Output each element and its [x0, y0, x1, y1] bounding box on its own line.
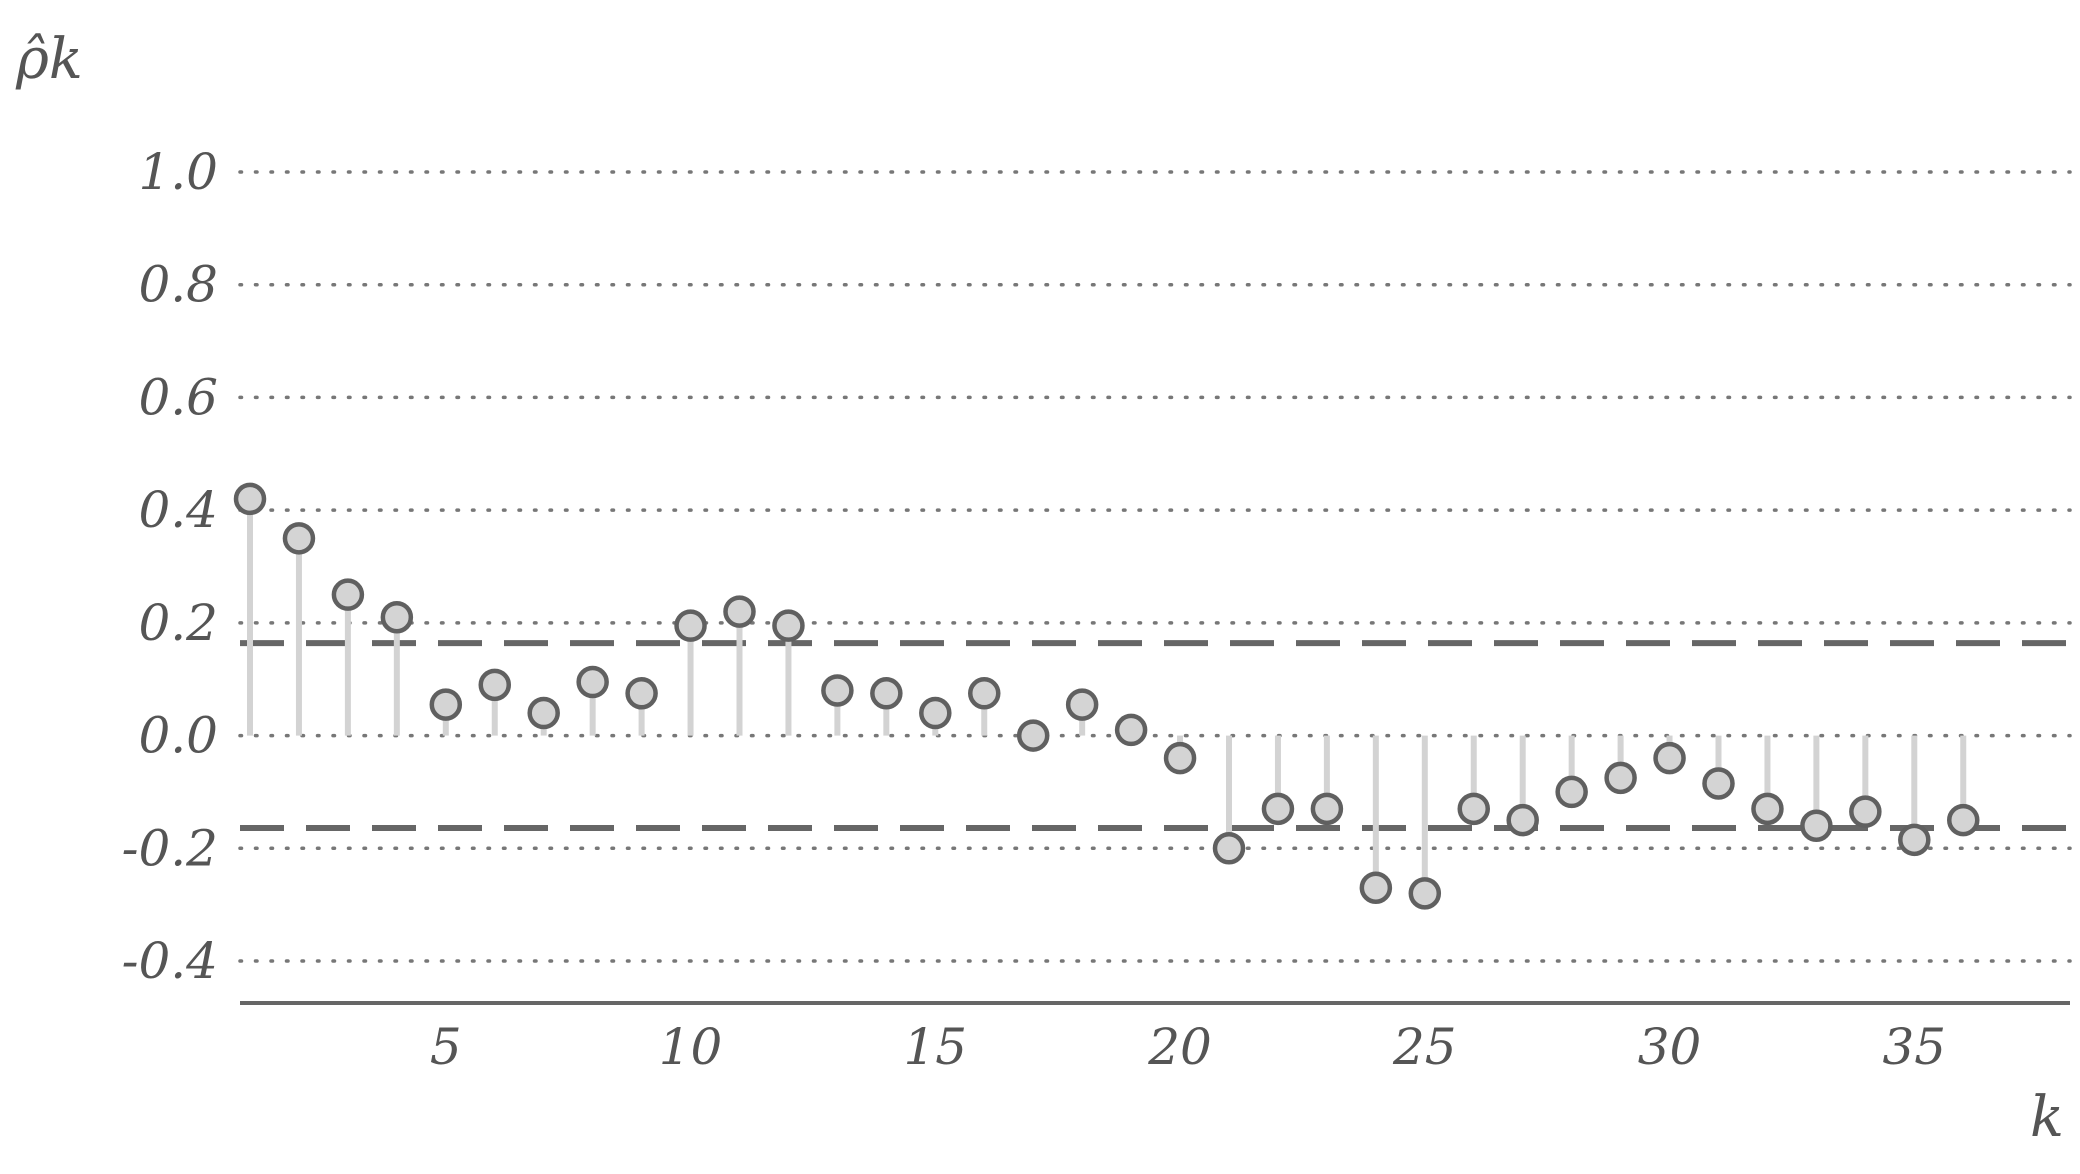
confidence-band-layer: [240, 640, 2070, 831]
x-tick-label: 20: [1147, 1018, 1212, 1076]
x-tick-label: 35: [1882, 1018, 1946, 1076]
x-tick-label: 5: [430, 1018, 462, 1076]
y-tick-label: 0.8: [138, 256, 218, 314]
acf-point: [919, 696, 952, 730]
x-axis-title: k: [2030, 1085, 2064, 1150]
acf-point: [1310, 792, 1344, 826]
acf-point: [576, 665, 609, 699]
acf-point: [380, 600, 414, 634]
y-tick-label: 0.4: [138, 481, 218, 539]
acf-point: [478, 668, 511, 702]
acf-point: [1849, 795, 1882, 828]
acf-point: [1555, 775, 1588, 809]
x-tick-label: 30: [1638, 1018, 1702, 1076]
acf-point: [1506, 803, 1539, 837]
y-axis-title: ρ̂k: [15, 27, 83, 92]
point-layer: [233, 482, 1980, 910]
acf-point: [625, 677, 658, 710]
y-tick-label: -0.4: [122, 932, 218, 990]
acf-point: [968, 677, 1001, 710]
grid-layer: [238, 170, 2072, 963]
y-tick-label: 0.0: [138, 707, 218, 765]
acf-point: [723, 595, 756, 628]
acf-point: [331, 578, 365, 611]
acf-point: [1653, 741, 1686, 775]
acf-point: [1800, 809, 1833, 842]
acf-point: [282, 522, 316, 555]
acf-point: [1163, 741, 1197, 775]
acf-point: [1065, 688, 1099, 721]
acf-point: [1212, 832, 1246, 865]
acf-point: [233, 482, 267, 516]
acf-point: [870, 677, 903, 710]
acf-point: [821, 674, 854, 707]
x-tick-label: 25: [1392, 1018, 1457, 1076]
acf-point: [772, 609, 805, 642]
acf-point: [1457, 792, 1490, 826]
label-layer: 1.0 0.8 0.6 0.4 0.2 0.0 -0.2 -0.4 5 10 15 20 25 30 35 ρ…: [15, 27, 2064, 1150]
acf-point: [1359, 871, 1393, 904]
y-tick-label: 1.0: [138, 143, 218, 201]
acf-point: [527, 696, 560, 730]
y-tick-label: 0.2: [138, 594, 218, 652]
acf-point: [1016, 719, 1050, 752]
y-tick-label: -0.2: [122, 819, 218, 877]
acf-point: [1898, 823, 1931, 857]
acf-point: [1114, 713, 1148, 747]
acf-point: [1947, 803, 1980, 837]
acf-point: [1604, 761, 1637, 795]
stem-layer: [247, 498, 1967, 894]
acf-point: [1702, 767, 1735, 800]
acf-point: [429, 688, 463, 721]
x-tick-label: 10: [659, 1018, 723, 1076]
x-tick-label: 15: [903, 1018, 967, 1076]
acf-point: [674, 609, 707, 642]
acf-point: [1751, 792, 1784, 826]
y-tick-label: 0.6: [138, 368, 218, 426]
acf-point: [1408, 877, 1442, 910]
acf-point: [1261, 792, 1295, 826]
